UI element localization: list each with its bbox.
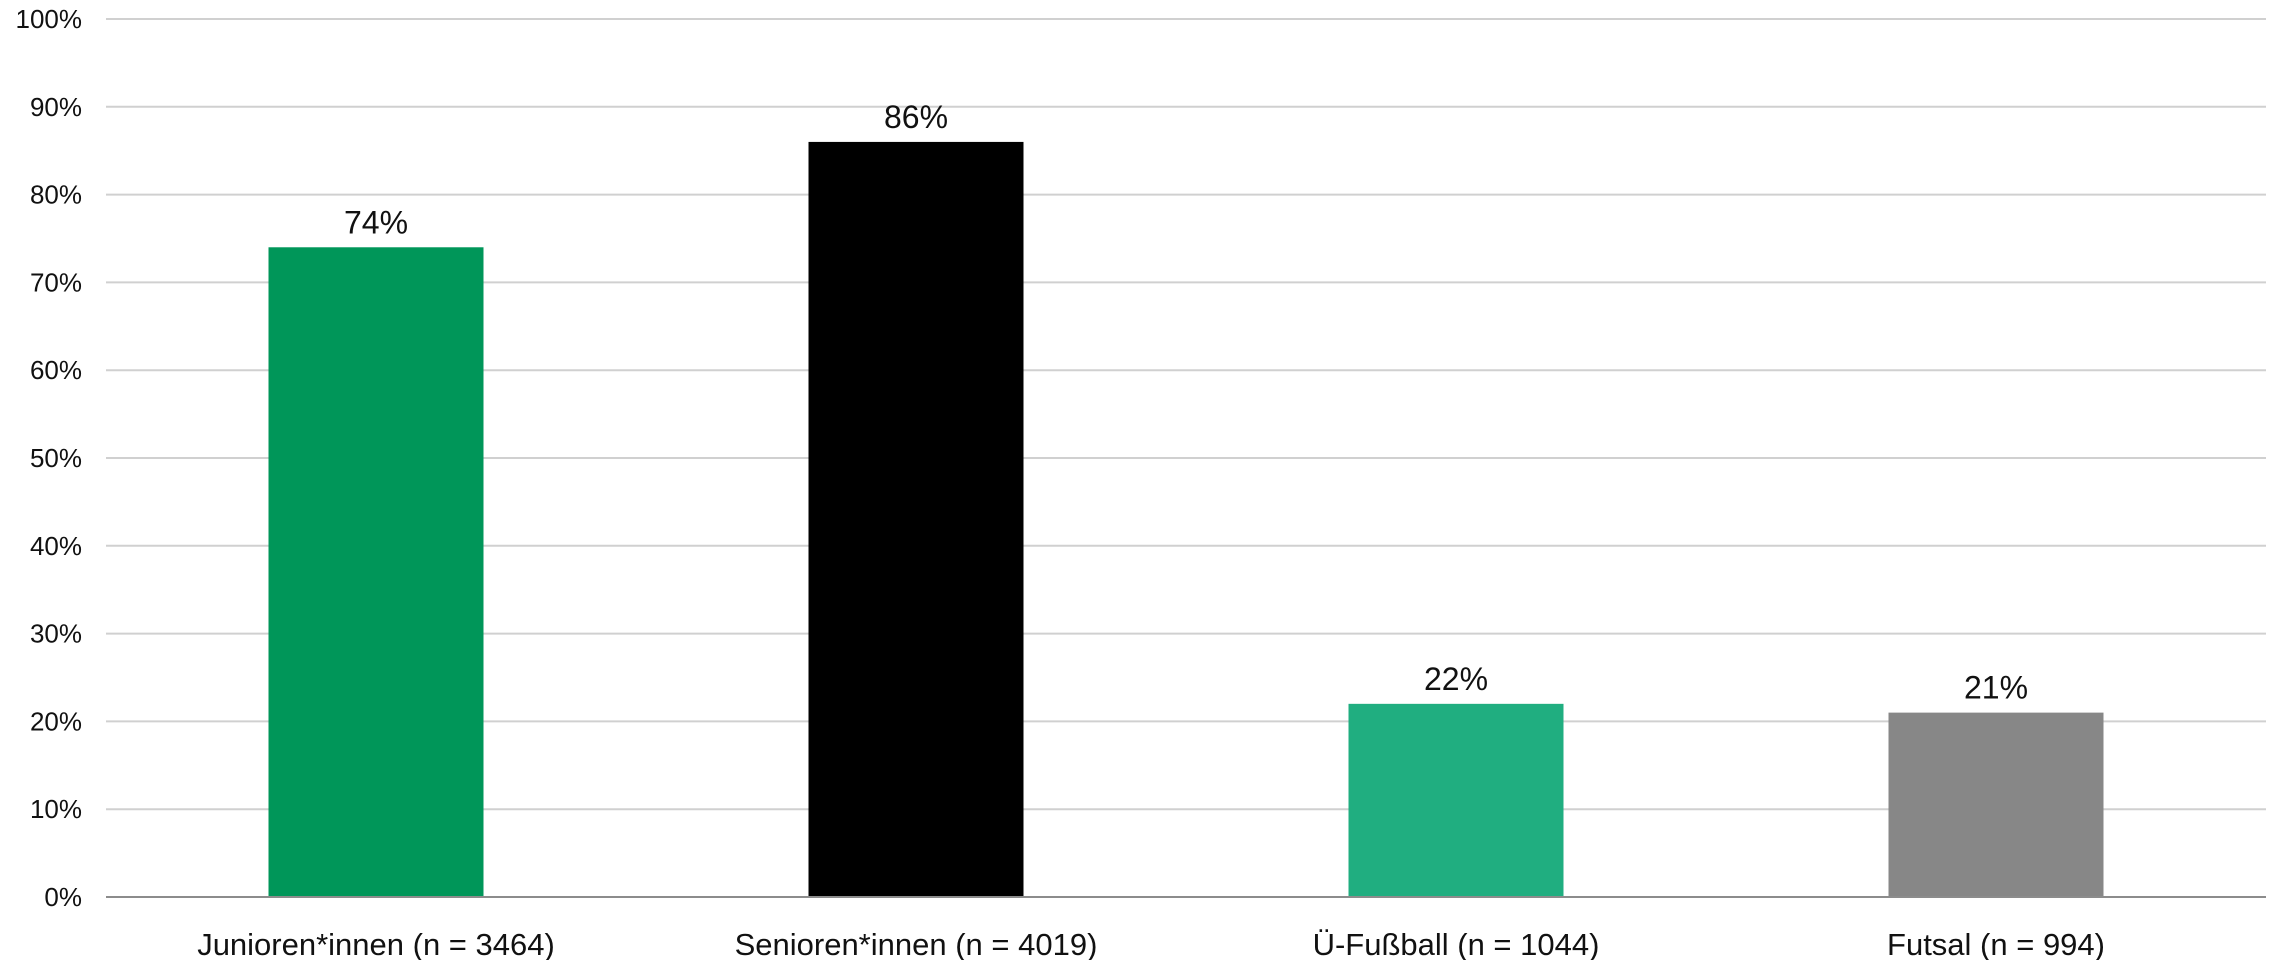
bar [268, 247, 484, 897]
y-tick-label: 20% [30, 706, 82, 736]
bar-data-label: 86% [884, 99, 948, 135]
y-tick-label: 80% [30, 180, 82, 210]
bars [268, 141, 2104, 898]
y-tick-label: 10% [30, 794, 82, 824]
bar-data-label: 74% [344, 204, 408, 240]
y-axis-tick-labels: 0% 10% 20% 30% 40% 50% 60% 70% 80% 90% 100% [16, 4, 83, 912]
y-tick-label: 50% [30, 443, 82, 473]
bar [808, 141, 1024, 898]
y-tick-label: 0% [44, 882, 82, 912]
x-category-label: Futsal (n = 994) [1887, 927, 2105, 960]
x-category-label: Junioren*innen (n = 3464) [197, 927, 555, 960]
y-tick-label: 90% [30, 92, 82, 122]
bar [1348, 703, 1564, 897]
bar [1888, 712, 2104, 897]
y-tick-label: 100% [16, 4, 83, 34]
x-axis-category-labels: Junioren*innen (n = 3464) Senioren*innen … [197, 927, 2105, 962]
data-labels: 74% 86% 22% 21% [344, 99, 2028, 706]
bar-data-label: 22% [1424, 661, 1488, 697]
y-tick-label: 60% [30, 355, 82, 385]
x-category-label: Senioren*innen (n = 4019) [735, 927, 1098, 960]
bar-data-label: 21% [1964, 670, 2028, 706]
y-tick-label: 30% [30, 619, 82, 649]
y-tick-label: 70% [30, 267, 82, 297]
x-category-label: Ü-Fußball (n = 1044) [1313, 927, 1600, 960]
y-tick-label: 40% [30, 531, 82, 561]
